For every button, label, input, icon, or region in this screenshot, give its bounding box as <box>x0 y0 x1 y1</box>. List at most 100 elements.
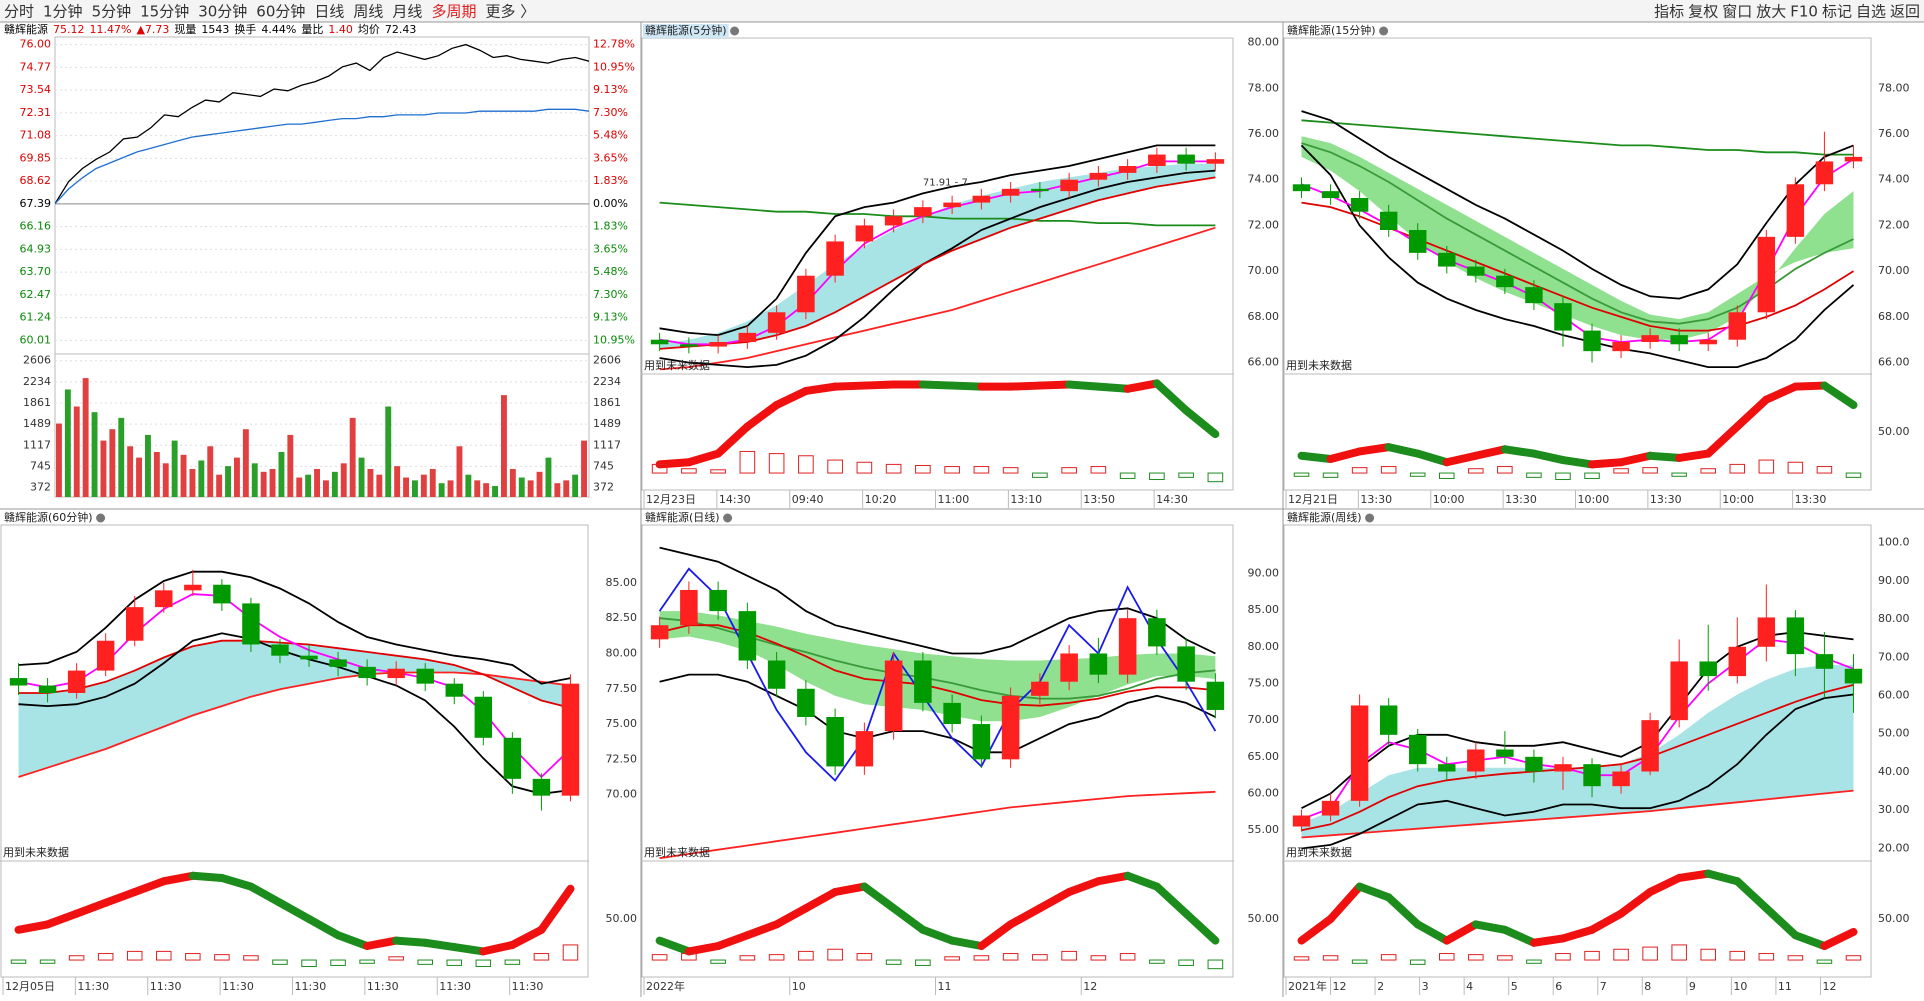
cloud-band <box>1301 665 1854 838</box>
title-menu-icon[interactable] <box>1379 26 1389 36</box>
toolbar-button[interactable]: 自选 <box>1856 3 1886 21</box>
price-line <box>55 108 589 205</box>
oscillator-segment <box>1182 909 1220 945</box>
volume-bar <box>545 457 552 497</box>
quote-field: 1.40 <box>328 23 353 36</box>
toolbar-button[interactable]: 返回 <box>1890 3 1920 21</box>
candle-body <box>1438 764 1456 772</box>
candle-body <box>1409 230 1427 253</box>
oscillator-segment <box>1384 893 1422 929</box>
histogram-bar <box>68 955 85 961</box>
oscillator-segment <box>714 422 752 458</box>
title-menu-icon[interactable] <box>723 513 733 523</box>
y-tick-label: 64.93 <box>20 242 52 255</box>
x-tick-label: 11 <box>938 980 952 993</box>
x-tick-label: 11:30 <box>150 980 182 993</box>
candle-body <box>271 644 289 656</box>
toolbar-button[interactable]: 窗口 <box>1722 3 1752 21</box>
candle-body <box>1612 771 1630 787</box>
volume-bar <box>412 480 418 497</box>
x-tick-label: 14:30 <box>1156 493 1188 506</box>
volume-bar <box>394 466 401 497</box>
toolbar-tab[interactable]: 30分钟 <box>198 3 247 21</box>
toolbar-tab[interactable]: 60分钟 <box>256 3 305 21</box>
panel-title[interactable]: 赣辉能源(5分钟) <box>645 23 727 37</box>
y-tick-label: 69.85 <box>20 151 52 164</box>
toolbar-tab[interactable]: 5分钟 <box>92 3 132 21</box>
oscillator-segment <box>1182 406 1220 439</box>
volume-bar <box>536 471 543 497</box>
toolbar-button[interactable]: 标记 <box>1822 3 1852 21</box>
toolbar-tab[interactable]: 日线 <box>314 3 344 21</box>
oscillator-segment <box>1675 869 1713 882</box>
oscillator-segment <box>1471 445 1509 460</box>
toolbar-button[interactable]: 复权 <box>1688 3 1718 21</box>
volume-bar <box>465 474 472 497</box>
y2-tick-label: 80.00 <box>1878 612 1910 625</box>
title-menu-icon[interactable] <box>1365 513 1375 523</box>
toolbar-tab[interactable]: 周线 <box>353 3 383 21</box>
candle-body <box>1177 154 1195 164</box>
toolbar-tab[interactable]: 月线 <box>392 3 422 21</box>
y2-tick-label: 30.00 <box>1878 803 1910 816</box>
toolbar-tab[interactable]: 15分钟 <box>140 3 189 21</box>
histogram-bar <box>1700 948 1716 961</box>
y-tick-label: 70.00 <box>1248 264 1280 277</box>
panel-title[interactable]: 赣辉能源(15分钟) <box>1287 23 1376 37</box>
volume-bar <box>56 423 62 497</box>
histogram-bar <box>1351 959 1368 964</box>
histogram-bar <box>1758 459 1775 474</box>
histogram-bar <box>885 463 902 474</box>
histogram-bar <box>1787 955 1804 961</box>
oscillator-segment <box>1500 925 1538 947</box>
candle-body <box>1089 653 1108 675</box>
oscillator-segment <box>1442 451 1480 467</box>
price-annotation: 71.91 - 7 <box>923 177 968 188</box>
oscillator-segment <box>1529 449 1567 465</box>
title-menu-icon[interactable] <box>730 26 740 36</box>
volume-bar <box>251 463 258 497</box>
histogram-bar <box>359 959 375 964</box>
oscillator-segment <box>1733 395 1771 431</box>
toolbar-tab[interactable]: 多周期 <box>431 3 476 21</box>
candle-body <box>914 207 932 217</box>
candle-body <box>709 589 727 612</box>
oscillator-segment <box>1500 445 1538 458</box>
title-menu-icon[interactable] <box>96 513 106 523</box>
histogram-bar <box>1380 954 1397 961</box>
candle-body <box>1001 188 1020 196</box>
panel-title[interactable]: 赣辉能源(60分钟) <box>4 510 93 524</box>
histogram-bar <box>39 959 56 964</box>
histogram-bar <box>1119 472 1136 479</box>
panel-title[interactable]: 赣辉能源(周线) <box>1287 510 1362 524</box>
oscillator-segment <box>743 920 781 940</box>
toolbar-tab[interactable]: 1分钟 <box>43 3 83 21</box>
volume-bar <box>260 471 267 497</box>
candle-body <box>1641 335 1659 342</box>
toolbar-button[interactable]: F10 <box>1790 3 1818 21</box>
toolbar-button[interactable]: 放大 <box>1756 3 1786 21</box>
y-tick-label: 74.00 <box>1248 173 1280 186</box>
candle-body <box>650 339 669 345</box>
volume-bar <box>287 434 294 497</box>
candle-body <box>1379 705 1398 735</box>
oscillator-segment <box>772 386 810 409</box>
candle-body <box>67 670 86 693</box>
oscillator-segment <box>246 882 284 907</box>
toolbar-tab[interactable]: 更多 〉 <box>485 3 535 21</box>
toolbar-tab[interactable]: 分时 <box>4 3 34 21</box>
volume-bar <box>296 477 303 497</box>
panel-title[interactable]: 赣辉能源(日线) <box>645 510 720 524</box>
oscillator-segment <box>275 898 314 923</box>
candle-body <box>1844 156 1863 162</box>
y2-tick-label: 0.00% <box>593 197 628 210</box>
x-tick-label: 11:30 <box>222 980 254 993</box>
candle-body <box>884 660 903 732</box>
x-tick-label: 7 <box>1600 980 1607 993</box>
indicator-line <box>659 790 1216 860</box>
volume-bar <box>153 451 160 497</box>
candle-body <box>358 666 376 679</box>
toolbar-button[interactable]: 指标 <box>1654 3 1684 21</box>
candle-body <box>213 584 231 604</box>
y-tick-label: 73.54 <box>20 83 52 96</box>
